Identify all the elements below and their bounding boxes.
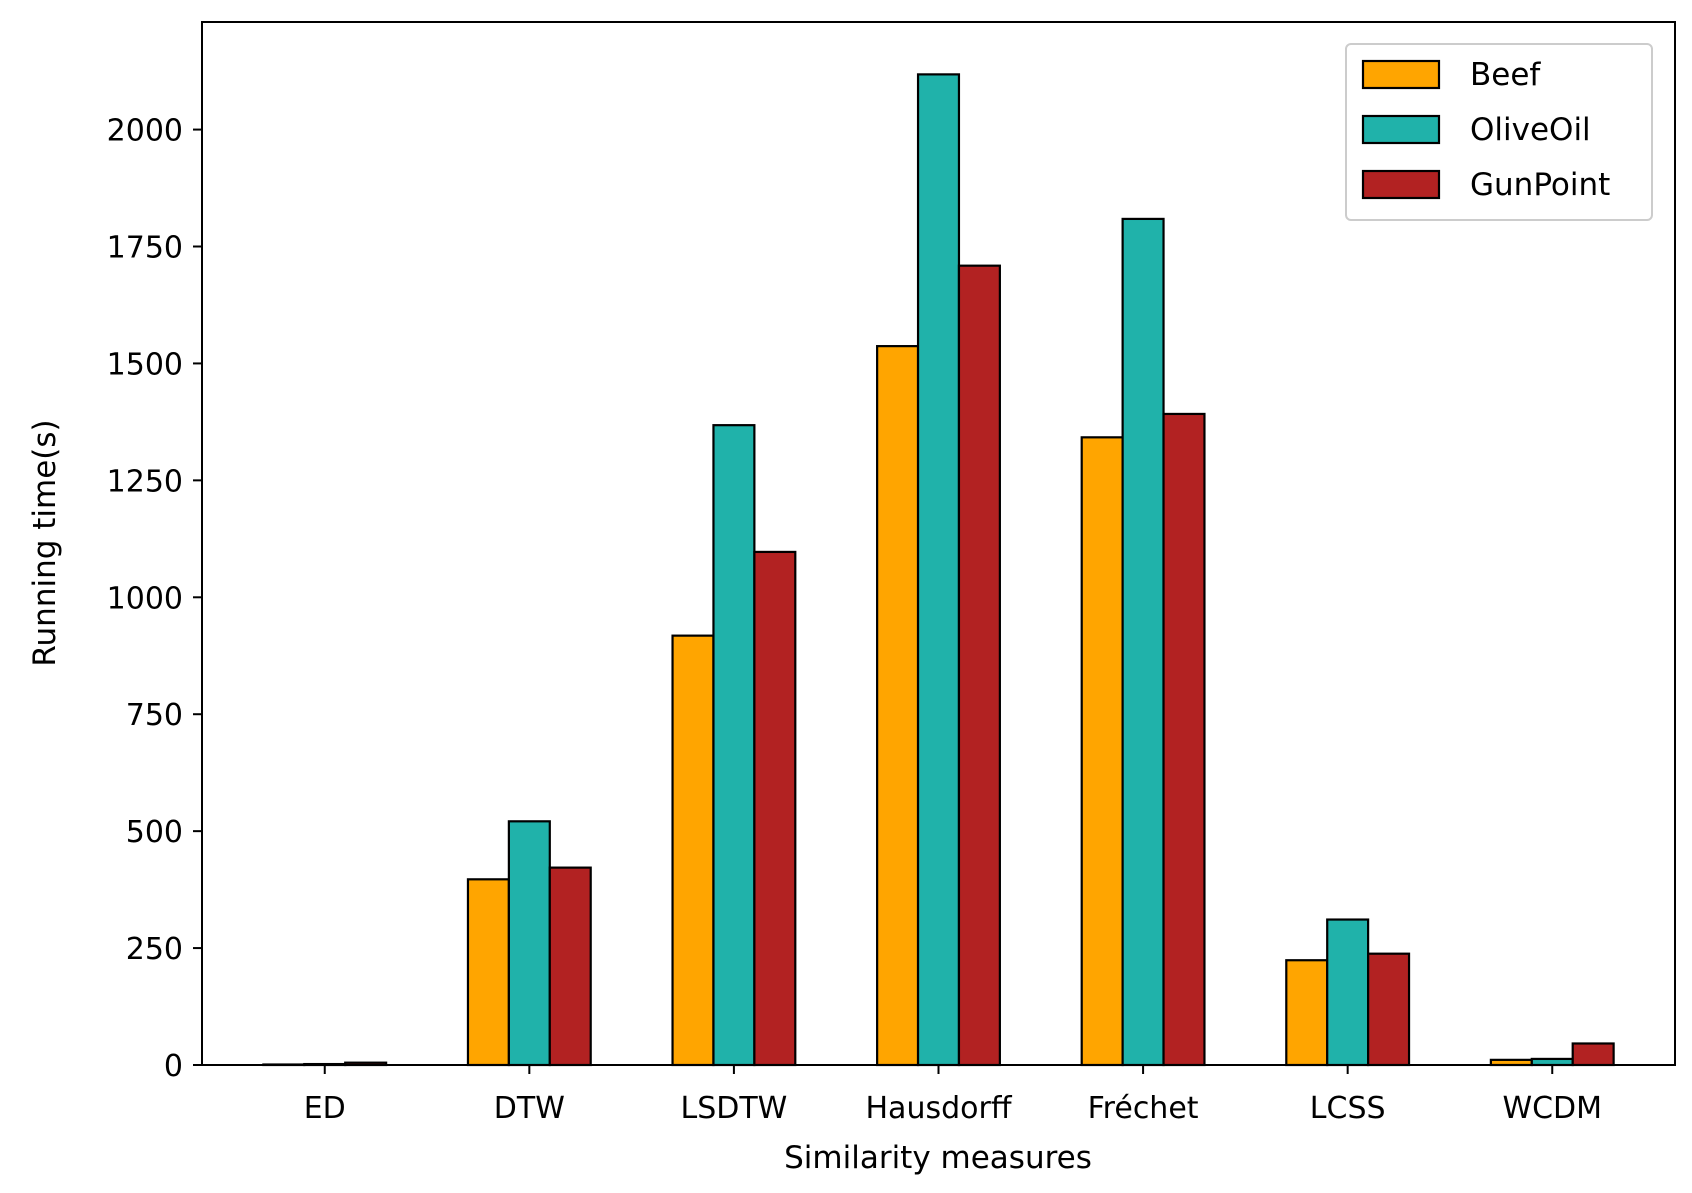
y-axis: 0 250 500 750 1000 1250 1500 1750 2000 bbox=[107, 114, 202, 1084]
legend: Beef OliveOil GunPoint bbox=[1345, 43, 1653, 221]
bar-gunpoint-lsdtw bbox=[753, 550, 797, 1067]
bars-group bbox=[262, 73, 1615, 1067]
bar-beef-fréchet bbox=[1080, 436, 1124, 1067]
bar-gunpoint-hausdorff bbox=[957, 264, 1001, 1067]
y-tick-label: 1250 bbox=[107, 464, 183, 499]
y-tick-label: 250 bbox=[126, 932, 183, 967]
x-axis: ED DTW LSDTW Hausdorff Fréchet LCSS WCDM bbox=[304, 1065, 1602, 1126]
y-tick-label: 1500 bbox=[107, 347, 183, 382]
y-tick-label: 500 bbox=[126, 815, 183, 850]
legend-swatch-gunpoint bbox=[1361, 169, 1441, 200]
x-tick-label: LSDTW bbox=[680, 1091, 787, 1126]
bar-oliveoil-fréchet bbox=[1121, 217, 1165, 1067]
legend-label-beef: Beef bbox=[1470, 57, 1541, 93]
x-tick-label: WCDM bbox=[1502, 1091, 1602, 1126]
legend-label-gunpoint: GunPoint bbox=[1470, 167, 1610, 203]
bar-beef-hausdorff bbox=[876, 345, 920, 1067]
legend-swatch-beef bbox=[1361, 59, 1441, 90]
x-tick-label: LCSS bbox=[1310, 1091, 1386, 1126]
y-tick-label: 0 bbox=[164, 1049, 183, 1084]
bar-oliveoil-lcss bbox=[1326, 918, 1370, 1067]
bar-beef-lcss bbox=[1285, 959, 1329, 1067]
y-axis-title: Running time(s) bbox=[27, 419, 63, 666]
bar-oliveoil-hausdorff bbox=[916, 73, 961, 1067]
y-tick-label: 1000 bbox=[107, 581, 183, 616]
bar-gunpoint-wcdm bbox=[1571, 1042, 1615, 1067]
bar-gunpoint-fréchet bbox=[1162, 412, 1206, 1067]
bar-gunpoint-lcss bbox=[1367, 952, 1411, 1067]
x-tick-label: ED bbox=[304, 1091, 346, 1126]
bar-gunpoint-dtw bbox=[548, 866, 592, 1067]
y-tick-label: 2000 bbox=[107, 114, 183, 149]
bar-oliveoil-dtw bbox=[507, 820, 551, 1067]
y-tick-label: 1750 bbox=[107, 231, 183, 266]
x-tick-label: DTW bbox=[494, 1091, 565, 1126]
x-tick-label: Fréchet bbox=[1088, 1091, 1199, 1126]
legend-swatch-oliveoil bbox=[1361, 114, 1441, 145]
x-tick-label: Hausdorff bbox=[866, 1091, 1013, 1126]
bar-beef-dtw bbox=[466, 878, 510, 1067]
bar-beef-lsdtw bbox=[671, 634, 715, 1067]
x-axis-title: Similarity measures bbox=[784, 1140, 1092, 1176]
bar-oliveoil-lsdtw bbox=[712, 424, 756, 1067]
legend-label-oliveoil: OliveOil bbox=[1470, 112, 1591, 148]
y-tick-label: 750 bbox=[126, 698, 183, 733]
